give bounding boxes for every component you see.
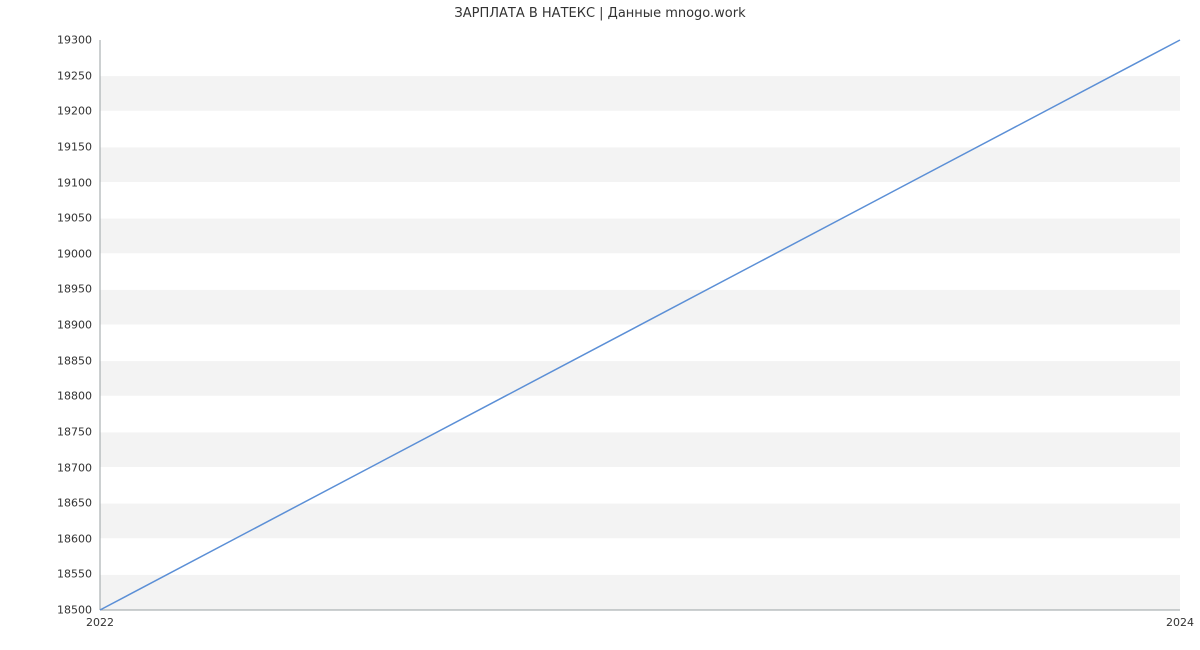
y-tick-label: 19000 <box>57 247 92 260</box>
y-tick-label: 18700 <box>57 461 92 474</box>
y-tick-label: 18800 <box>57 390 92 403</box>
x-tick-label: 2022 <box>86 616 114 629</box>
y-tick-label: 18500 <box>57 604 92 617</box>
y-tick-label: 18950 <box>57 283 92 296</box>
y-tick-label: 18550 <box>57 568 92 581</box>
y-tick-label: 18900 <box>57 319 92 332</box>
y-tick-label: 19300 <box>57 34 92 47</box>
y-tick-label: 19150 <box>57 140 92 153</box>
y-tick-label: 18650 <box>57 497 92 510</box>
y-tick-label: 18850 <box>57 354 92 367</box>
chart-container: 18500 18550 18600 18650 18700 18750 18800 18850… <box>0 0 1200 650</box>
y-tick-label: 18600 <box>57 532 92 545</box>
y-tick-label: 19200 <box>57 105 92 118</box>
y-tick-label: 18750 <box>57 425 92 438</box>
x-tick-label: 2024 <box>1166 616 1194 629</box>
y-tick-label: 19250 <box>57 69 92 82</box>
line-chart <box>0 0 1200 650</box>
y-tick-label: 19050 <box>57 212 92 225</box>
y-tick-label: 19100 <box>57 176 92 189</box>
